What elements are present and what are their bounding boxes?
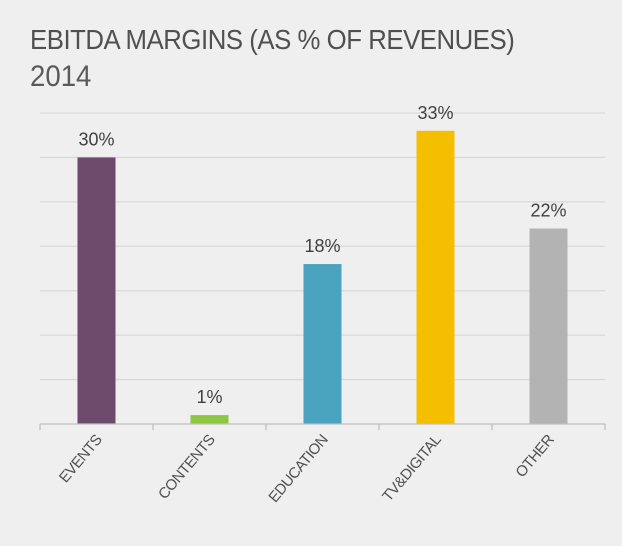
x-axis [39,423,606,430]
tick-label-tv-digital: TV&DIGITAL [379,432,444,505]
bar-education [303,264,342,424]
data-label-education: 18% [304,236,340,256]
tick-label-other: OTHER [512,431,558,481]
bar-tv-digital [416,130,455,424]
bar-other [529,228,568,424]
data-labels: 30% 1% 18% 33% 22% [78,103,566,407]
data-label-events: 30% [78,129,114,149]
tick-label-education: EDUCATION [265,432,331,506]
data-label-tv-digital: 33% [417,103,453,123]
bar-contents [190,415,229,424]
data-label-contents: 1% [196,387,222,407]
category-labels: EVENTS CONTENTS EDUCATION TV&DIGITAL OTHER [56,431,558,506]
chart-title: EBITDA MARGINS (AS % OF REVENUES) [30,24,515,55]
bars [77,130,568,424]
tick-label-events: EVENTS [56,431,106,486]
bar-events [77,157,116,424]
tick-label-contents: CONTENTS [155,431,219,502]
data-label-other: 22% [530,201,566,221]
chart-subtitle: 2014 [30,60,92,93]
gridlines [40,112,605,381]
